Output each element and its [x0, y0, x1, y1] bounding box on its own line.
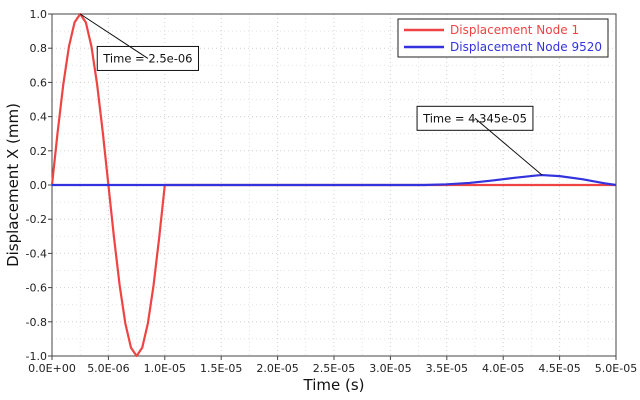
data-point	[130, 346, 133, 349]
data-point	[158, 236, 161, 239]
x-tick-label: 4.5E-05	[538, 362, 580, 375]
data-point	[146, 322, 149, 325]
series-line-2	[52, 173, 617, 187]
data-point	[124, 322, 127, 325]
data-point	[141, 346, 144, 349]
legend-label: Displacement Node 1	[450, 23, 579, 37]
data-point	[536, 174, 539, 177]
x-tick-label: 3.0E-05	[369, 362, 411, 375]
data-point	[502, 184, 505, 187]
y-tick-label: 0.2	[30, 145, 48, 158]
data-point	[581, 178, 584, 181]
legend: Displacement Node 1 Displacement Node 952…	[397, 18, 609, 58]
data-point	[51, 184, 54, 187]
data-point	[558, 175, 561, 178]
x-axis-label: Time (s)	[303, 376, 365, 394]
annotation-1: Time = 2.5e-06	[79, 13, 200, 71]
y-tick-label: 0.6	[30, 76, 48, 89]
x-tick-label: 5.0E-05	[595, 362, 637, 375]
y-tick-label: 1.0	[30, 8, 48, 21]
x-tick-label: 1.5E-05	[200, 362, 242, 375]
x-tick-label: 2.0E-05	[256, 362, 298, 375]
y-tick-label: 0.8	[30, 42, 48, 55]
data-point	[152, 284, 155, 287]
x-tick-label: 2.5E-05	[313, 362, 355, 375]
data-point	[84, 21, 87, 24]
data-point	[62, 83, 65, 86]
y-axis-label: Displacement X (mm)	[4, 103, 22, 267]
data-point	[135, 355, 138, 358]
data-point	[603, 182, 606, 185]
y-tick-label: -0.4	[26, 247, 47, 260]
y-tick-label: -0.8	[26, 316, 47, 329]
legend-box	[397, 18, 609, 58]
series-layer	[50, 12, 618, 358]
y-tick-label: -0.2	[26, 213, 47, 226]
y-tick-label: 0.4	[30, 111, 48, 124]
data-point	[468, 182, 471, 185]
x-tick-label: 4.0E-05	[482, 362, 524, 375]
data-point	[68, 45, 71, 48]
data-point	[73, 21, 76, 24]
x-tick-label: 1.0E-05	[144, 362, 186, 375]
annotation-leader-line	[79, 13, 149, 59]
data-point	[423, 184, 426, 187]
y-tick-label: -1.0	[26, 350, 47, 363]
annotation-label: Time = 4.345e-05	[422, 111, 527, 125]
axis-ticks: 0.0E+00 5.0E-06 1.0E-05 1.5E-05 2.0E-05 2.5E-…	[26, 8, 638, 375]
annotation-2: Time = 4.345e-05	[416, 105, 543, 176]
data-point	[118, 284, 121, 287]
data-point	[615, 184, 618, 187]
data-point	[513, 176, 516, 179]
data-point	[96, 83, 99, 86]
data-point	[113, 236, 116, 239]
x-tick-label: 5.0E-06	[87, 362, 129, 375]
data-point	[56, 131, 59, 134]
annotation-leader-line	[474, 117, 543, 176]
data-point	[445, 183, 448, 186]
x-tick-label: 0.0E+00	[28, 362, 76, 375]
legend-label: Displacement Node 9520	[450, 40, 602, 54]
x-tick-label: 3.5E-05	[426, 362, 468, 375]
data-point	[101, 131, 104, 134]
data-point	[491, 179, 494, 182]
y-tick-label: 0.0	[30, 179, 48, 192]
annotations: Time = 2.5e-06 Time = 4.345e-05	[79, 13, 543, 176]
y-tick-label: -0.6	[26, 282, 47, 295]
data-point	[90, 45, 93, 48]
